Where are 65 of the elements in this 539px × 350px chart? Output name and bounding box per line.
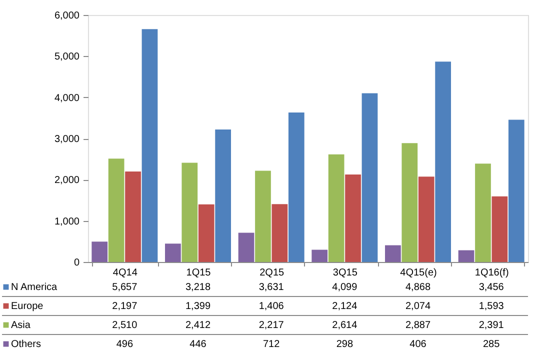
data-label: 298 bbox=[336, 339, 354, 350]
bar bbox=[182, 162, 198, 262]
data-label: 4,868 bbox=[405, 282, 431, 293]
y-tick-label: 3,000 bbox=[54, 134, 80, 145]
data-label: 2,391 bbox=[478, 320, 504, 331]
bar bbox=[362, 93, 378, 262]
bar bbox=[215, 130, 231, 262]
data-label: 2,887 bbox=[405, 320, 431, 331]
bar bbox=[125, 172, 141, 262]
data-label: 285 bbox=[482, 339, 500, 350]
bar bbox=[328, 154, 344, 262]
data-label: 712 bbox=[262, 339, 280, 350]
bar bbox=[435, 62, 451, 262]
y-tick-label: 1,000 bbox=[54, 216, 80, 228]
x-tick-label: 1Q16(f) bbox=[474, 268, 509, 278]
y-tick-label: 2,000 bbox=[54, 175, 80, 186]
data-label: 2,510 bbox=[112, 320, 138, 331]
y-tick-label: 4,000 bbox=[54, 92, 80, 104]
bar bbox=[345, 174, 361, 262]
bar bbox=[508, 120, 524, 262]
data-label: 1,399 bbox=[185, 301, 211, 312]
data-label: 5,657 bbox=[112, 282, 138, 293]
bar bbox=[312, 250, 328, 262]
x-tick-label: 2Q15 bbox=[260, 268, 284, 278]
bar bbox=[198, 204, 214, 262]
x-tick-label: 1Q15 bbox=[186, 268, 212, 278]
data-label: 4,099 bbox=[332, 282, 358, 293]
x-tick-label: 4Q15(e) bbox=[400, 268, 437, 278]
legend-label: Asia bbox=[11, 320, 31, 331]
data-label: 1,593 bbox=[478, 301, 504, 312]
data-label: 496 bbox=[116, 339, 134, 350]
data-label: 2,412 bbox=[185, 320, 211, 331]
legend-label: Others bbox=[11, 339, 42, 350]
bar bbox=[418, 176, 434, 262]
bar bbox=[475, 164, 491, 262]
data-label: 3,218 bbox=[185, 282, 211, 293]
data-label: 406 bbox=[410, 339, 427, 350]
data-label: 446 bbox=[190, 339, 207, 350]
data-label: 1,406 bbox=[258, 301, 284, 312]
bar bbox=[238, 232, 254, 262]
bar bbox=[108, 158, 124, 262]
bar bbox=[402, 143, 418, 262]
bar bbox=[492, 196, 508, 262]
data-label: 2,217 bbox=[258, 320, 284, 331]
data-label: 2,074 bbox=[405, 301, 431, 312]
bar bbox=[385, 245, 401, 262]
x-tick-label: 4Q14 bbox=[112, 268, 138, 278]
bar bbox=[255, 170, 271, 262]
x-tick-label: 3Q15 bbox=[332, 268, 358, 278]
legend-label: Europe bbox=[11, 301, 44, 312]
legend-label: N America bbox=[11, 282, 58, 293]
bar bbox=[165, 244, 181, 262]
y-tick-label: 6,000 bbox=[54, 10, 80, 22]
bar bbox=[288, 112, 304, 262]
bar bbox=[272, 204, 288, 262]
data-label: 3,631 bbox=[258, 282, 284, 293]
data-label: 2,124 bbox=[332, 301, 358, 312]
data-label: 2,197 bbox=[112, 301, 138, 312]
data-label: 2,614 bbox=[332, 320, 358, 331]
y-tick-label: 5,000 bbox=[54, 52, 80, 63]
bar bbox=[92, 242, 108, 262]
bar bbox=[142, 29, 158, 262]
data-label: 3,456 bbox=[478, 282, 504, 293]
y-tick-label: 0 bbox=[74, 258, 80, 268]
bar bbox=[458, 250, 474, 262]
